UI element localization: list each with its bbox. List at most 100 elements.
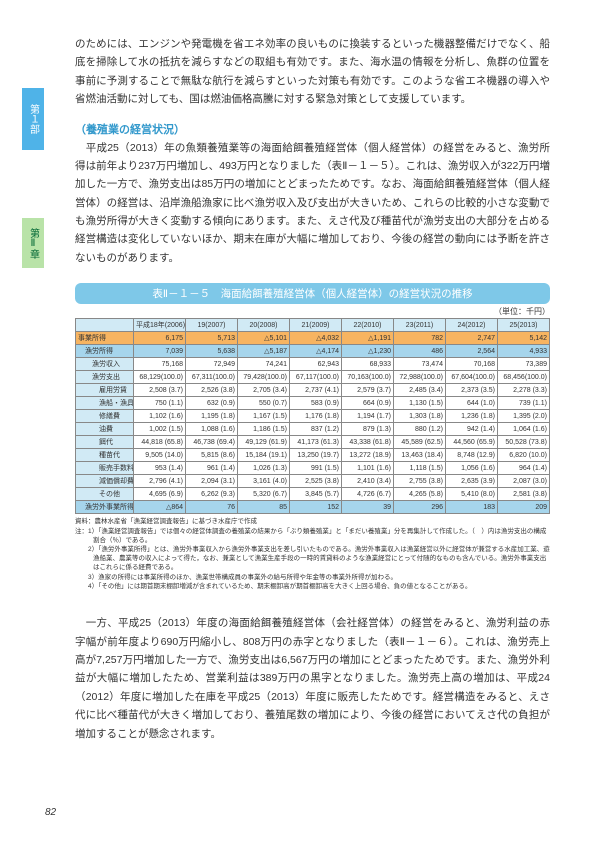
table-cell: 70,168 <box>446 358 498 371</box>
table-cell: 68,129(100.0) <box>134 371 186 384</box>
row-label: その他 <box>76 488 134 501</box>
table-cell: 152 <box>290 501 342 514</box>
table-row: 漁船・漁具費750 (1.1)632 (0.9)550 (0.7)583 (0.… <box>76 397 550 410</box>
row-label: 修繕費 <box>76 410 134 423</box>
table-cell: 550 (0.7) <box>238 397 290 410</box>
table-cell: 79,428(100.0) <box>238 371 290 384</box>
table-cell: 486 <box>394 345 446 358</box>
table-cell: 2,278 (3.3) <box>498 384 550 397</box>
table-cell: 583 (0.9) <box>290 397 342 410</box>
table-cell: 4,265 (5.8) <box>394 488 446 501</box>
footnote-line: 注：1）「漁業経営調査報告」では個々の経営体調査の養殖業の結果から「ぶり類養殖業… <box>75 528 550 546</box>
table-cell: 50,528 (73.8) <box>498 436 550 449</box>
table-cell: 879 (1.3) <box>342 423 394 436</box>
table-cell: 1,088 (1.6) <box>186 423 238 436</box>
table-cell: 49,129 (61.9) <box>238 436 290 449</box>
table-cell: 4,695 (6.9) <box>134 488 186 501</box>
table-row: 販売手数料953 (1.4)961 (1.4)1,026 (1.3)991 (1… <box>76 462 550 475</box>
table-cell: 2,410 (3.4) <box>342 475 394 488</box>
row-label: 漁船・漁具費 <box>76 397 134 410</box>
table-cell: 3,161 (4.0) <box>238 475 290 488</box>
table-cell: 4,933 <box>498 345 550 358</box>
page-content: のためには、エンジンや発電機を省エネ効率の良いものに換装するといった機器整備だけ… <box>0 0 595 766</box>
section-heading: （養殖業の経営状況） <box>75 121 550 137</box>
main-paragraph-1: 平成25（2013）年の魚類養殖業等の海面給餌養殖経営体（個人経営体）の経営をみ… <box>75 139 550 268</box>
table-row: 漁労所得7,0395,638△5,187△4,174△1,2304862,564… <box>76 345 550 358</box>
table-cell: 183 <box>446 501 498 514</box>
footnote-line: 2）「漁労外事業所得」とは、漁労外事業収入から漁労外事業支出を差し引いたものであ… <box>75 546 550 572</box>
table-header: 平成18年(2006) <box>134 319 186 332</box>
table-cell: 45,589 (62.5) <box>394 436 446 449</box>
table-cell: 1,186 (1.5) <box>238 423 290 436</box>
intro-paragraph: のためには、エンジンや発電機を省エネ効率の良いものに換装するといった機器整備だけ… <box>75 35 550 109</box>
table-row: 修繕費1,102 (1.6)1,195 (1.8)1,167 (1.5)1,17… <box>76 410 550 423</box>
table-cell: 991 (1.5) <box>290 462 342 475</box>
table-cell: 1,195 (1.8) <box>186 410 238 423</box>
table-cell: 9,505 (14.0) <box>134 449 186 462</box>
table-footnotes: 資料：農林水産省「漁業経営調査報告」に基づき水産庁で作成注：1）「漁業経営調査報… <box>75 518 550 592</box>
table-cell: 1,236 (1.8) <box>446 410 498 423</box>
table-cell: 2,635 (3.9) <box>446 475 498 488</box>
row-label: 漁労収入 <box>76 358 134 371</box>
table-cell: 1,064 (1.6) <box>498 423 550 436</box>
table-cell: 67,311(100.0) <box>186 371 238 384</box>
row-label: 販売手数料 <box>76 462 134 475</box>
table-cell: 6,175 <box>134 332 186 345</box>
table-cell: 2,796 (4.1) <box>134 475 186 488</box>
row-label: 漁労外事業所得 <box>76 501 134 514</box>
table-cell: 1,194 (1.7) <box>342 410 394 423</box>
table-cell: 5,410 (8.0) <box>446 488 498 501</box>
table-cell: 67,604(100.0) <box>446 371 498 384</box>
table-cell: 1,102 (1.6) <box>134 410 186 423</box>
table-cell: 964 (1.4) <box>498 462 550 475</box>
table-cell: 953 (1.4) <box>134 462 186 475</box>
table-cell: △1,191 <box>342 332 394 345</box>
side-tab-part1: 第１部 <box>22 88 44 150</box>
footnote-line: 3）漁家の所得には事業所得のほか、漁業世帯構成員の事業外の給与所得や年金等の事業… <box>75 574 550 583</box>
table-cell: 2,737 (4.1) <box>290 384 342 397</box>
table-header: 20(2008) <box>238 319 290 332</box>
table-cell: 72,949 <box>186 358 238 371</box>
table-cell: 2,373 (3.5) <box>446 384 498 397</box>
table-cell: 837 (1.2) <box>290 423 342 436</box>
table-row: 減価償却費2,796 (4.1)2,094 (3.1)3,161 (4.0) 2,… <box>76 475 550 488</box>
table-title: 表Ⅱ－１－５ 海面給餌養殖経営体（個人経営体）の経営状況の推移 <box>75 283 550 304</box>
table-cell: 13,463 (18.4) <box>394 449 446 462</box>
table-cell: 39 <box>342 501 394 514</box>
table-cell: 8,748 (12.9) <box>446 449 498 462</box>
table-cell: 5,142 <box>498 332 550 345</box>
table-cell: 1,056 (1.6) <box>446 462 498 475</box>
table-cell: 644 (1.0) <box>446 397 498 410</box>
table-cell: 2,485 (3.4) <box>394 384 446 397</box>
table-cell: 68,456(100.0) <box>498 371 550 384</box>
table-cell: 70,163(100.0) <box>342 371 394 384</box>
table-cell: 1,303 (1.8) <box>394 410 446 423</box>
table-cell: 3,845 (5.7) <box>290 488 342 501</box>
table-cell: 73,389 <box>498 358 550 371</box>
row-label: 事業所得 <box>76 332 134 345</box>
table-cell: 6,820 (10.0) <box>498 449 550 462</box>
page-number: 82 <box>45 807 56 818</box>
table-cell: 5,320 (6.7) <box>238 488 290 501</box>
table-cell: 209 <box>498 501 550 514</box>
table-cell: 6,262 (9.3) <box>186 488 238 501</box>
data-table: 平成18年(2006)19(2007)20(2008)21(2009)22(20… <box>75 318 550 514</box>
after-paragraph-1: 一方、平成25（2013）年度の海面給餌養殖経営体（会社経営体）の経営をみると、… <box>75 614 550 743</box>
table-row: 漁労収入75,16872,94974,24162,94368,93373,474… <box>76 358 550 371</box>
row-label: 漁労支出 <box>76 371 134 384</box>
table-cell: △4,174 <box>290 345 342 358</box>
row-label: 減価償却費 <box>76 475 134 488</box>
table-header: 22(2010) <box>342 319 394 332</box>
table-header: 25(2013) <box>498 319 550 332</box>
table-cell: 15,184 (19.1) <box>238 449 290 462</box>
table-cell: 2,747 <box>446 332 498 345</box>
table-cell: 85 <box>238 501 290 514</box>
table-cell: △4,032 <box>290 332 342 345</box>
row-label: 雇用労賃 <box>76 384 134 397</box>
table-cell: 632 (0.9) <box>186 397 238 410</box>
table-cell: 2,094 (3.1) <box>186 475 238 488</box>
table-row: 種苗代9,505 (14.0)5,815 (8.6)15,184 (19.1)1… <box>76 449 550 462</box>
table-row: 漁労支出68,129(100.0)67,311(100.0)79,428(100… <box>76 371 550 384</box>
table-header: 19(2007) <box>186 319 238 332</box>
row-label: 種苗代 <box>76 449 134 462</box>
